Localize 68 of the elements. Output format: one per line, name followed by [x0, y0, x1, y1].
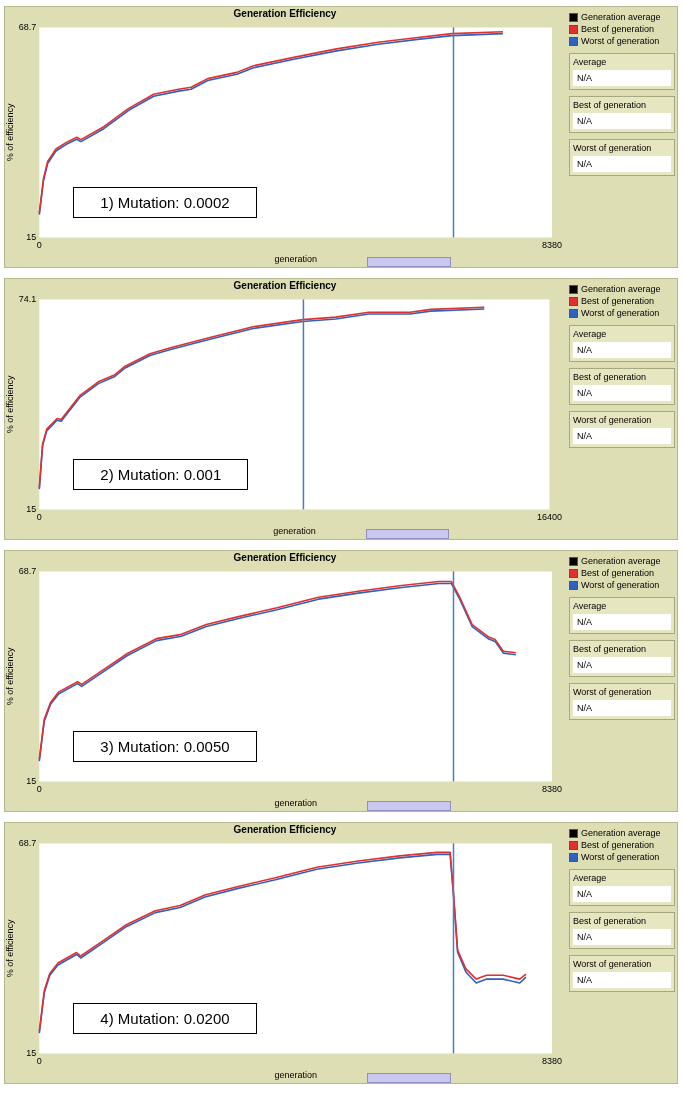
text: N/A [573, 342, 671, 358]
annotation: 2) Mutation: 0.001 [73, 459, 249, 491]
legend-label: Worst of generation [581, 36, 660, 46]
text: N/A [573, 113, 671, 129]
text: N/A [573, 70, 671, 86]
x-tick-label: 0 [36, 512, 42, 523]
x-axis-title: generation [274, 254, 317, 265]
text: N/A [573, 700, 671, 716]
x-tick-label: 8380 [541, 240, 562, 251]
y-tick-label: 74.1 [18, 293, 37, 304]
y-tick-label: 15 [26, 503, 37, 514]
text: Average [573, 873, 608, 883]
text: Best of generation [573, 916, 648, 926]
x-tick-label: 8380 [541, 1056, 562, 1067]
y-axis-title: % of efficiency [4, 102, 15, 162]
x-tick-label: 0 [36, 1056, 42, 1067]
y-tick-label: 68.7 [18, 565, 37, 576]
text: N/A [573, 385, 671, 401]
text: Average [573, 601, 608, 611]
text: Average [573, 329, 608, 339]
y-axis-title: % of efficiency [4, 374, 15, 434]
chart-title: Generation Efficiency [232, 824, 338, 835]
x-tick-label: 16400 [536, 512, 562, 523]
legend-label: Generation average [581, 284, 661, 294]
text: Worst of generation [573, 143, 653, 153]
text: Best of generation [573, 100, 648, 110]
legend-label: Best of generation [581, 568, 655, 578]
legend-label: Generation average [581, 828, 661, 838]
text: N/A [573, 657, 671, 673]
text: Average [573, 57, 608, 67]
text: N/A [573, 428, 671, 444]
y-axis-title: % of efficiency [4, 918, 15, 978]
annotation: 3) Mutation: 0.0050 [73, 731, 257, 763]
chart-title: Generation Efficiency [232, 8, 338, 19]
chart-title: Generation Efficiency [232, 552, 338, 563]
legend-label: Generation average [581, 556, 661, 566]
y-axis-title: % of efficiency [4, 646, 15, 706]
text: N/A [573, 929, 671, 945]
x-tick-label: 0 [36, 784, 42, 795]
legend-label: Best of generation [581, 24, 655, 34]
legend-label: Best of generation [581, 840, 655, 850]
annotation: 1) Mutation: 0.0002 [73, 187, 257, 219]
x-axis-title: generation [274, 1070, 317, 1081]
y-tick-label: 68.7 [18, 21, 37, 32]
x-tick-label: 0 [36, 240, 42, 251]
x-tick-label: 8380 [541, 784, 562, 795]
x-axis-title: generation [273, 526, 316, 537]
legend-label: Worst of generation [581, 308, 660, 318]
text: Worst of generation [573, 687, 653, 697]
y-tick-label: 15 [26, 231, 37, 242]
legend-label: Generation average [581, 12, 661, 22]
text: N/A [573, 886, 671, 902]
chart-title: Generation Efficiency [232, 280, 338, 291]
text: Best of generation [573, 372, 648, 382]
text: Worst of generation [573, 959, 653, 969]
text: N/A [573, 972, 671, 988]
text: N/A [573, 614, 671, 630]
annotation: 4) Mutation: 0.0200 [73, 1003, 257, 1035]
legend-label: Worst of generation [581, 852, 660, 862]
y-tick-label: 68.7 [18, 837, 37, 848]
y-tick-label: 15 [26, 1047, 37, 1058]
x-axis-title: generation [274, 798, 317, 809]
text: Best of generation [573, 644, 648, 654]
legend-label: Worst of generation [581, 580, 660, 590]
text: N/A [573, 156, 671, 172]
text: Worst of generation [573, 415, 653, 425]
y-tick-label: 15 [26, 775, 37, 786]
legend-label: Best of generation [581, 296, 655, 306]
